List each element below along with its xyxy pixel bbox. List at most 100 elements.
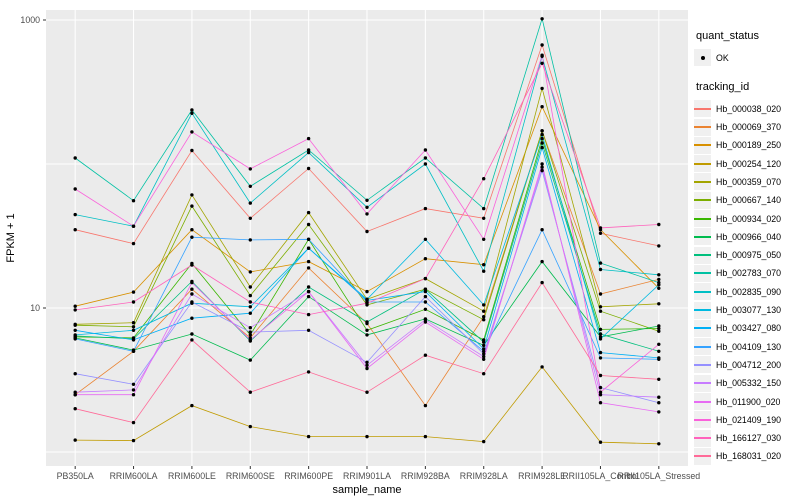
data-point-Hb_000254_120-RRIM928BA [423, 434, 428, 439]
x-tick-label-RRIM600LE: RRIM600LE [168, 471, 216, 481]
legend-item-Hb_000975_050-key [694, 246, 711, 264]
data-point-Hb_004109_130-RRIM600PE [306, 237, 311, 241]
data-point-Hb_000934_020-RRII105LA_Control [598, 327, 603, 332]
legend-item-Hb_168031_020-label: Hb_168031_020 [716, 451, 782, 462]
data-point-Hb_166127_030-RRIM928LA [482, 177, 486, 181]
data-point-Hb_000975_050-RRIM901LA [365, 320, 369, 324]
data-point-Hb_000966_040-RRIM928LA [482, 343, 486, 348]
legend-item-Hb_004712_200: Hb_004712_200 [694, 356, 798, 374]
data-point-Hb_002835_090-RRII105LA_Control [598, 267, 603, 272]
data-point-Hb_003427_080-RRIM928LE [540, 145, 544, 150]
data-point-Hb_004109_130-RRII105LA_Stressed [657, 357, 661, 361]
legend-item-Hb_002835_090-label: Hb_002835_090 [716, 286, 782, 297]
legend-item-Hb_003077_130-key [694, 301, 711, 319]
data-point-Hb_005332_150-PB350LA [73, 390, 77, 394]
legend-item-Hb_000975_050-label: Hb_000975_050 [716, 250, 782, 261]
color-line-icon [694, 309, 711, 312]
color-line-icon [694, 437, 711, 440]
data-point-Hb_011900_020-RRIM928LE [540, 162, 544, 166]
legend: quant_status OK tracking_id Hb_000038_02… [694, 30, 798, 466]
data-point-Hb_011900_020-RRIM600SE [248, 338, 252, 342]
data-point-Hb_005332_150-RRII105LA_Stressed [657, 395, 661, 399]
data-point-Hb_004712_200-RRII105LA_Stressed [657, 401, 661, 405]
data-point-Hb_000667_140-RRII105LA_Control [598, 309, 603, 313]
color-line-icon [694, 418, 711, 421]
data-point-Hb_021409_190-RRIM600PE [306, 136, 311, 141]
x-tick-label-RRIM928BA: RRIM928BA [401, 471, 450, 481]
legend-item-Hb_166127_030-label: Hb_166127_030 [716, 433, 782, 444]
legend-item-Hb_000359_070: Hb_000359_070 [694, 173, 798, 191]
data-point-Hb_002835_090-RRIM600PE [306, 150, 311, 155]
data-point-Hb_000038_020-PB350LA [73, 228, 77, 232]
x-tick-label-RRII105LA_Stressed: RRII105LA_Stressed [617, 471, 700, 481]
data-point-Hb_166127_030-RRIM600LE [190, 263, 194, 267]
legend-item-Hb_000667_140: Hb_000667_140 [694, 191, 798, 209]
data-point-Hb_021409_190-RRII105LA_Stressed [657, 342, 661, 346]
ok-point-icon [700, 55, 705, 60]
y-axis-title: FPKM + 1 [5, 213, 17, 262]
data-point-Hb_005332_150-RRIM600LA [131, 388, 136, 392]
data-point-Hb_004712_200-PB350LA [73, 372, 77, 376]
data-point-Hb_000254_120-RRIM600SE [248, 424, 252, 429]
data-point-Hb_002783_070-RRIM928LE [540, 17, 544, 21]
data-point-Hb_002783_070-RRIM600SE [248, 184, 252, 188]
legend-item-Hb_000934_020: Hb_000934_020 [694, 210, 798, 228]
data-point-Hb_000254_120-RRIM928LE [540, 365, 544, 369]
color-line-icon [694, 345, 711, 348]
legend-item-Hb_000189_250: Hb_000189_250 [694, 136, 798, 154]
data-point-Hb_000359_070-RRIM600SE [248, 285, 252, 289]
data-point-Hb_168031_020-RRIM928LA [482, 372, 486, 376]
data-point-Hb_002783_070-RRIM600LE [190, 108, 194, 112]
data-point-Hb_000038_020-RRIM600SE [248, 216, 252, 220]
data-point-Hb_005332_150-RRIM901LA [365, 363, 369, 367]
legend-item-quant-ok: OK [694, 49, 798, 66]
data-point-Hb_004712_200-RRIM928LE [540, 168, 544, 173]
legend-item-Hb_000934_020-label: Hb_000934_020 [716, 213, 782, 224]
data-point-Hb_004712_200-RRIM600LE [190, 300, 194, 304]
data-point-Hb_011900_020-RRII105LA_Stressed [657, 410, 661, 414]
data-point-Hb_005332_150-RRIM600SE [248, 326, 252, 330]
legend-item-Hb_000667_140-label: Hb_000667_140 [716, 195, 782, 206]
color-line-icon [694, 382, 711, 385]
data-point-Hb_021409_190-RRII105LA_Control [598, 390, 603, 394]
data-point-Hb_004712_200-RRIM600LA [131, 382, 136, 386]
data-point-Hb_000934_020-RRIM928BA [423, 307, 428, 311]
data-point-Hb_003427_080-PB350LA [73, 328, 77, 332]
legend-title-tracking-id: tracking_id [696, 81, 750, 94]
data-point-Hb_021409_190-RRIM901LA [365, 212, 369, 216]
data-point-Hb_003077_130-RRIM928BA [423, 237, 428, 241]
data-point-Hb_000038_020-RRIM928BA [423, 206, 428, 211]
legend-item-Hb_002783_070: Hb_002783_070 [694, 264, 798, 282]
data-point-Hb_000254_120-RRIM600PE [306, 434, 311, 439]
data-point-Hb_000189_250-RRIM901LA [365, 289, 369, 294]
data-point-Hb_168031_020-RRIM600SE [248, 390, 252, 394]
legend-item-Hb_003077_130-label: Hb_003077_130 [716, 305, 782, 316]
data-point-Hb_000254_120-RRIM901LA [365, 434, 369, 439]
legend-item-Hb_000038_020: Hb_000038_020 [694, 100, 798, 118]
data-point-Hb_003077_130-RRIM928LE [540, 132, 544, 137]
legend-item-Hb_011900_020-key [694, 393, 711, 411]
color-line-icon [694, 363, 711, 366]
data-point-Hb_000966_040-RRIM600PE [306, 294, 311, 299]
data-point-Hb_004109_130-RRII105LA_Control [598, 356, 603, 360]
data-point-Hb_002783_070-RRIM928LA [482, 206, 486, 211]
legend-item-Hb_021409_190-key [694, 411, 711, 429]
legend-tracking-rows: Hb_000038_020 Hb_000069_370 Hb_000189_250 H… [694, 100, 798, 466]
data-point-Hb_000069_370-RRIM600PE [306, 266, 311, 270]
data-point-Hb_002783_070-RRIM600PE [306, 148, 311, 152]
data-point-Hb_000975_050-RRII105LA_Stressed [657, 349, 661, 353]
data-point-Hb_000975_050-RRIM928BA [423, 287, 428, 291]
x-tick-label-RRII105LA_Control: RRII105LA_Control [562, 471, 638, 481]
data-point-Hb_000189_250-RRIM600LA [131, 290, 136, 294]
data-point-Hb_002835_090-PB350LA [73, 212, 77, 217]
legend-item-Hb_000975_050: Hb_000975_050 [694, 246, 798, 264]
legend-item-Hb_000966_040-label: Hb_000966_040 [716, 231, 782, 242]
x-axis-title: sample_name [332, 484, 401, 496]
data-point-Hb_002783_070-RRII105LA_Control [598, 261, 603, 265]
data-point-Hb_003077_130-RRII105LA_Control [598, 337, 603, 341]
data-point-Hb_005332_150-RRIM928LA [482, 354, 486, 359]
color-line-icon [694, 162, 711, 165]
legend-item-quant-ok-key [694, 49, 711, 66]
data-point-Hb_004712_200-RRII105LA_Control [598, 385, 603, 390]
legend-item-Hb_003427_080-key [694, 319, 711, 337]
